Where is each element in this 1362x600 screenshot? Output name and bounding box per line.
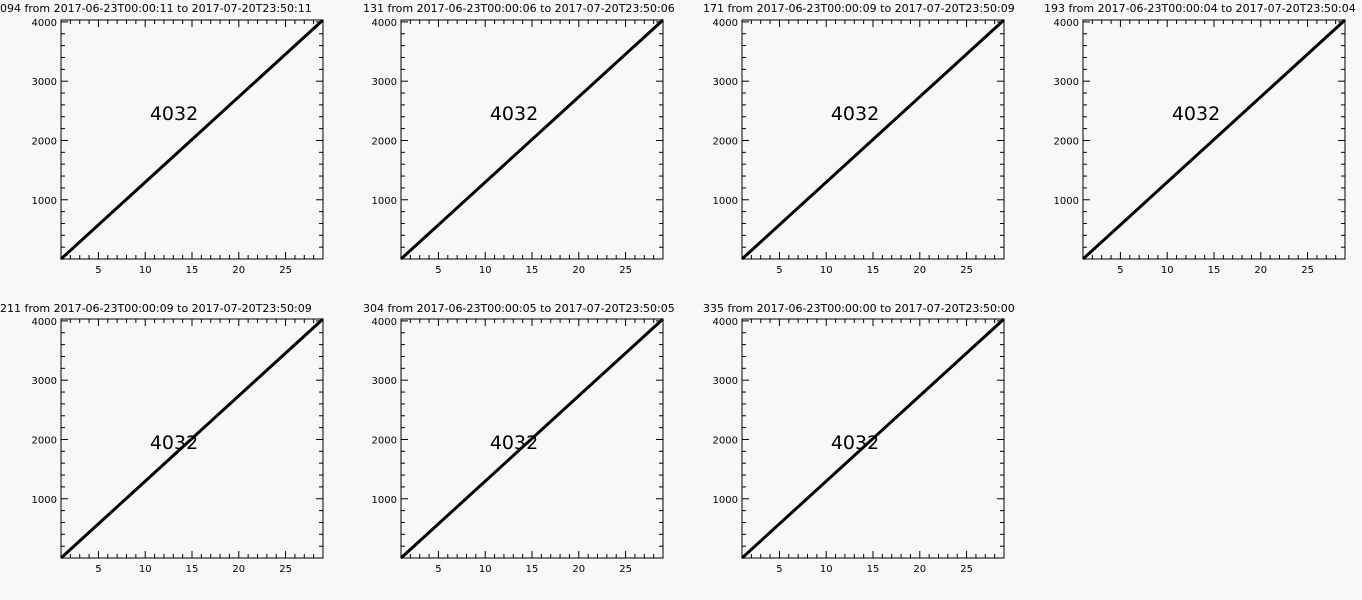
y-tick-label: 1000 [32, 196, 57, 207]
y-tick-label: 1000 [1054, 196, 1079, 207]
x-tick-label: 25 [279, 564, 292, 575]
panel-title: 304 from 2017-06-23T00:00:05 to 2017-07-… [363, 302, 675, 315]
x-tick-label: 25 [1301, 265, 1314, 276]
y-tick-label: 2000 [372, 136, 397, 147]
series-line [740, 18, 1006, 261]
y-tick-label: 3000 [32, 376, 57, 387]
y-tick-label: 2000 [372, 435, 397, 446]
x-tick-label: 25 [960, 265, 973, 276]
x-tick-label: 10 [1161, 265, 1174, 276]
x-tick-label: 15 [526, 564, 539, 575]
x-tick-label: 10 [820, 564, 833, 575]
x-tick-label: 20 [913, 265, 926, 276]
y-tick-label: 2000 [1054, 136, 1079, 147]
count-annotation: 4032 [1172, 103, 1220, 125]
count-annotation: 4032 [831, 432, 879, 454]
x-tick-label: 15 [867, 265, 880, 276]
x-tick-label: 15 [1208, 265, 1221, 276]
x-tick-label: 15 [186, 564, 199, 575]
panel-title: 094 from 2017-06-23T00:00:11 to 2017-07-… [0, 2, 312, 15]
x-tick-label: 5 [435, 265, 441, 276]
y-tick-label: 4000 [32, 18, 57, 29]
count-annotation: 4032 [150, 432, 198, 454]
panel-title: 171 from 2017-06-23T00:00:09 to 2017-07-… [703, 2, 1015, 15]
y-tick-label: 1000 [372, 495, 397, 506]
x-tick-label: 5 [95, 265, 101, 276]
x-tick-label: 10 [479, 564, 492, 575]
x-tick-label: 20 [572, 564, 585, 575]
x-tick-label: 20 [572, 265, 585, 276]
y-tick-label: 4000 [32, 317, 57, 328]
x-tick-label: 20 [1254, 265, 1267, 276]
count-annotation: 4032 [150, 103, 198, 125]
y-tick-label: 4000 [1054, 18, 1079, 29]
x-tick-label: 15 [526, 265, 539, 276]
series-line [59, 317, 325, 560]
count-annotation: 4032 [490, 103, 538, 125]
x-tick-label: 15 [867, 564, 880, 575]
count-annotation: 4032 [831, 103, 879, 125]
x-tick-label: 20 [913, 564, 926, 575]
y-tick-label: 4000 [713, 317, 738, 328]
y-tick-label: 2000 [32, 136, 57, 147]
y-tick-label: 1000 [713, 495, 738, 506]
panel-title: 335 from 2017-06-23T00:00:00 to 2017-07-… [703, 302, 1015, 315]
series-line [59, 18, 325, 261]
y-tick-label: 3000 [713, 77, 738, 88]
series-line [399, 18, 665, 261]
y-tick-label: 4000 [372, 317, 397, 328]
y-tick-label: 1000 [372, 196, 397, 207]
y-tick-label: 3000 [713, 376, 738, 387]
x-tick-label: 10 [139, 564, 152, 575]
x-tick-label: 10 [479, 265, 492, 276]
x-tick-label: 5 [776, 265, 782, 276]
panel-title: 211 from 2017-06-23T00:00:09 to 2017-07-… [0, 302, 312, 315]
y-tick-label: 2000 [32, 435, 57, 446]
x-tick-label: 25 [619, 564, 632, 575]
x-tick-label: 15 [186, 265, 199, 276]
x-tick-label: 25 [279, 265, 292, 276]
x-tick-label: 5 [95, 564, 101, 575]
x-tick-label: 25 [960, 564, 973, 575]
series-line [740, 317, 1006, 560]
y-tick-label: 3000 [32, 77, 57, 88]
series-line [1081, 18, 1347, 261]
y-tick-label: 1000 [713, 196, 738, 207]
y-tick-label: 3000 [372, 77, 397, 88]
x-tick-label: 25 [619, 265, 632, 276]
x-tick-label: 20 [232, 265, 245, 276]
panel-title: 131 from 2017-06-23T00:00:06 to 2017-07-… [363, 2, 675, 15]
y-tick-label: 1000 [32, 495, 57, 506]
x-tick-label: 10 [139, 265, 152, 276]
series-line [399, 317, 665, 560]
x-tick-label: 20 [232, 564, 245, 575]
y-tick-label: 4000 [713, 18, 738, 29]
x-tick-label: 5 [435, 564, 441, 575]
y-tick-label: 3000 [372, 376, 397, 387]
panel-title: 193 from 2017-06-23T00:00:04 to 2017-07-… [1044, 2, 1356, 15]
x-tick-label: 5 [776, 564, 782, 575]
y-tick-label: 2000 [713, 136, 738, 147]
x-tick-label: 5 [1117, 265, 1123, 276]
y-tick-label: 2000 [713, 435, 738, 446]
count-annotation: 4032 [490, 432, 538, 454]
y-tick-label: 3000 [1054, 77, 1079, 88]
y-tick-label: 4000 [372, 18, 397, 29]
x-tick-label: 10 [820, 265, 833, 276]
